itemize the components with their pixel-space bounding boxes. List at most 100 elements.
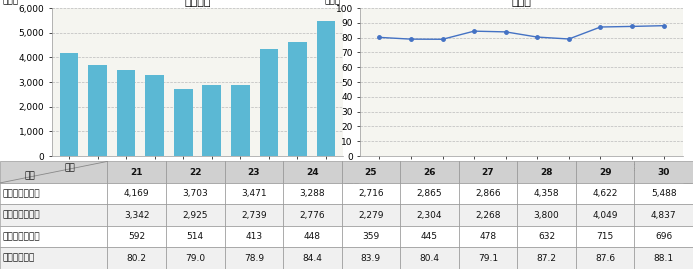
Bar — [166, 204, 225, 226]
Text: 3,288: 3,288 — [299, 189, 325, 198]
Text: 検挙人員（人）: 検挙人員（人） — [3, 232, 40, 241]
Text: 592: 592 — [128, 232, 146, 241]
Text: 2,866: 2,866 — [475, 189, 501, 198]
Bar — [517, 161, 576, 183]
Bar — [231, 85, 249, 156]
Bar — [576, 226, 634, 247]
Text: 2,776: 2,776 — [299, 211, 325, 220]
Text: 87.2: 87.2 — [536, 254, 556, 263]
Text: 区分: 区分 — [25, 172, 35, 180]
Text: 23: 23 — [247, 168, 260, 177]
Bar — [225, 226, 283, 247]
Title: 検挙率: 検挙率 — [511, 0, 532, 7]
Bar — [517, 226, 576, 247]
Text: 22: 22 — [189, 168, 202, 177]
Text: 84.4: 84.4 — [302, 254, 322, 263]
Text: 715: 715 — [597, 232, 614, 241]
Bar — [576, 161, 634, 183]
Text: 2,716: 2,716 — [358, 189, 384, 198]
Text: （％）: （％） — [325, 0, 341, 5]
Bar — [107, 183, 166, 204]
Text: 2,304: 2,304 — [416, 211, 442, 220]
Bar — [342, 226, 401, 247]
Text: 認知件数（件）: 認知件数（件） — [3, 189, 40, 198]
Text: 4,358: 4,358 — [534, 189, 559, 198]
Bar — [225, 161, 283, 183]
Text: 83.9: 83.9 — [361, 254, 381, 263]
Text: 26: 26 — [423, 168, 436, 177]
Bar — [517, 183, 576, 204]
Text: 3,800: 3,800 — [534, 211, 559, 220]
Text: 4,169: 4,169 — [124, 189, 150, 198]
Bar — [635, 161, 693, 183]
Text: （年）: （年） — [683, 175, 693, 184]
Bar — [459, 226, 517, 247]
Text: 359: 359 — [362, 232, 380, 241]
Bar — [635, 204, 693, 226]
Text: 413: 413 — [245, 232, 263, 241]
Text: 79.0: 79.0 — [185, 254, 205, 263]
Text: 448: 448 — [304, 232, 321, 241]
Text: 80.2: 80.2 — [127, 254, 147, 263]
Text: 4,837: 4,837 — [651, 211, 676, 220]
Bar — [146, 75, 164, 156]
Text: 2,268: 2,268 — [475, 211, 501, 220]
Text: （年）: （年） — [343, 175, 359, 184]
Text: 78.9: 78.9 — [244, 254, 264, 263]
Bar — [117, 70, 135, 156]
Text: 632: 632 — [538, 232, 555, 241]
Bar — [283, 161, 342, 183]
Text: 24: 24 — [306, 168, 319, 177]
Text: 5,488: 5,488 — [651, 189, 676, 198]
Bar — [225, 204, 283, 226]
Bar — [107, 204, 166, 226]
Bar — [459, 161, 517, 183]
Text: 4,622: 4,622 — [593, 189, 618, 198]
Text: 4,049: 4,049 — [593, 211, 618, 220]
Text: 検挙率（％）: 検挙率（％） — [3, 254, 35, 263]
Bar — [0, 204, 107, 226]
Text: （件）: （件） — [3, 0, 19, 5]
Bar — [459, 183, 517, 204]
Bar — [635, 226, 693, 247]
Bar — [400, 204, 459, 226]
Bar — [225, 247, 283, 269]
Bar — [283, 247, 342, 269]
Bar — [317, 21, 335, 156]
Bar — [400, 226, 459, 247]
Bar — [283, 226, 342, 247]
Bar — [166, 226, 225, 247]
Text: 29: 29 — [599, 168, 611, 177]
Text: 21: 21 — [130, 168, 143, 177]
Title: 認知件数: 認知件数 — [184, 0, 211, 7]
Bar — [107, 247, 166, 269]
Bar — [283, 183, 342, 204]
Text: 2,925: 2,925 — [182, 211, 208, 220]
Bar — [342, 183, 401, 204]
Bar — [342, 161, 401, 183]
Bar — [107, 226, 166, 247]
Bar — [576, 204, 634, 226]
Text: 478: 478 — [480, 232, 497, 241]
Text: 28: 28 — [541, 168, 553, 177]
Bar — [166, 161, 225, 183]
Text: 696: 696 — [655, 232, 672, 241]
Text: 2,865: 2,865 — [416, 189, 442, 198]
Text: 79.1: 79.1 — [478, 254, 498, 263]
Bar — [202, 85, 221, 156]
Text: 3,342: 3,342 — [124, 211, 150, 220]
Text: 25: 25 — [365, 168, 377, 177]
Bar — [225, 183, 283, 204]
Text: 3,703: 3,703 — [182, 189, 208, 198]
Bar — [459, 204, 517, 226]
Bar — [342, 204, 401, 226]
Bar — [260, 49, 278, 156]
Text: 2,739: 2,739 — [241, 211, 267, 220]
Text: 445: 445 — [421, 232, 438, 241]
Bar — [174, 89, 193, 156]
Bar — [517, 247, 576, 269]
Bar — [0, 226, 107, 247]
Bar — [635, 183, 693, 204]
Text: 514: 514 — [186, 232, 204, 241]
Bar — [283, 204, 342, 226]
